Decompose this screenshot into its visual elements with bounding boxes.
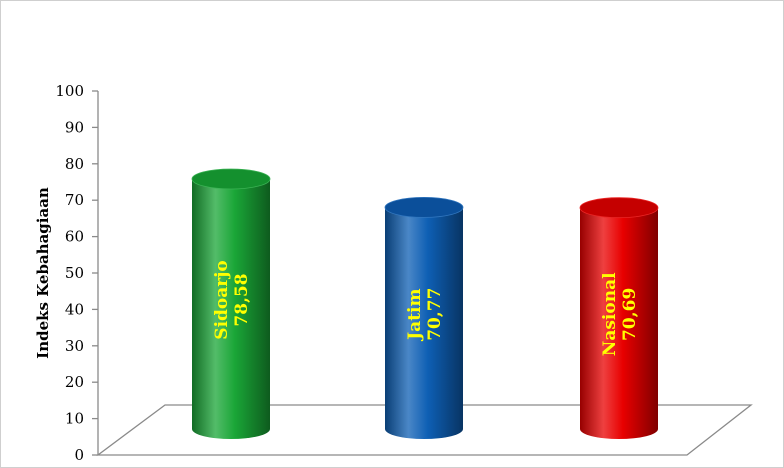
- bar-body: [580, 207, 658, 439]
- chart-floor: [96, 404, 753, 456]
- bar-top-cap: [191, 168, 271, 190]
- y-axis: 0 10 20 30 40 50 60 70 80 90 100: [55, 82, 99, 464]
- y-tick-label: 50: [65, 264, 84, 282]
- bar-value-label: 70,69: [620, 288, 640, 341]
- bars: Sidoarjo 78,58 Jatim 70,77 Nasional 70,69: [191, 168, 659, 439]
- bar-value-label: 70,77: [425, 288, 445, 341]
- bar-value-label: 78,58: [232, 273, 252, 326]
- y-axis-label: Indeks Kebahagiaan: [34, 187, 52, 359]
- bar-top-cap: [384, 196, 464, 218]
- bar-jatim: Jatim 70,77: [384, 196, 464, 439]
- bar-sidoarjo: Sidoarjo 78,58: [191, 168, 271, 439]
- y-tick-label: 10: [65, 410, 84, 428]
- y-tick-label: 60: [65, 228, 84, 246]
- y-tick-label: 30: [65, 337, 84, 355]
- bar-category-label: Nasional: [600, 272, 620, 356]
- y-tick-label: 80: [65, 155, 84, 173]
- floor-plane: [96, 404, 753, 456]
- y-tick-label: 100: [55, 82, 84, 100]
- bar-nasional: Nasional 70,69: [579, 197, 659, 439]
- y-tick-label: 70: [65, 191, 84, 209]
- bar-category-label: Sidoarjo: [212, 260, 232, 339]
- y-tick-label: 90: [65, 118, 84, 136]
- bar-body: [192, 178, 270, 439]
- y-tick-label: 0: [74, 446, 84, 464]
- y-tick-label: 40: [65, 300, 84, 318]
- y-tick-label: 20: [65, 373, 84, 391]
- bar-category-label: Jatim: [405, 289, 425, 342]
- bar-top-cap: [579, 197, 659, 219]
- bar-body: [385, 207, 463, 439]
